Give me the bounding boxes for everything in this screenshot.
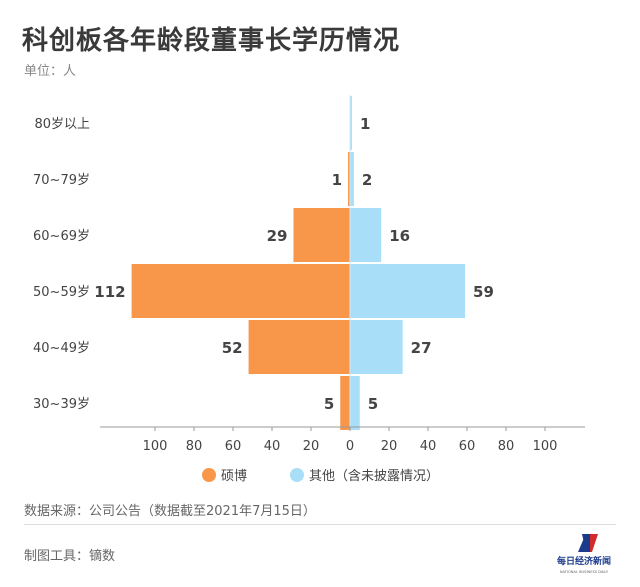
logo-title: 每日经济新闻	[557, 555, 611, 567]
category-label: 50~59岁	[33, 285, 90, 300]
bar-right-4	[350, 320, 403, 374]
bar-label-right-0: 1	[360, 115, 370, 133]
category-label: 60~69岁	[33, 229, 90, 244]
bar-label-right-3: 59	[473, 283, 494, 301]
bar-right-1	[350, 152, 354, 206]
bar-label-left-2: 29	[267, 227, 288, 245]
x-tick-label: 60	[225, 439, 242, 454]
butterfly-chart: 80岁以上 1 70~79岁 1 2 60~69岁 29 16 50~59岁 112 59 40~49…	[33, 95, 585, 484]
unit-label: 单位：人	[24, 64, 77, 79]
bar-label-right-5: 5	[368, 395, 378, 413]
bar-label-left-5: 5	[324, 395, 334, 413]
bars-layer	[131, 96, 466, 430]
bar-left-2	[293, 208, 350, 262]
x-axis: 100 80 60 40 20 0 20 40 60 80 100	[100, 95, 585, 454]
x-tick-label: 80	[498, 439, 515, 454]
bar-label-left-4: 52	[222, 339, 243, 357]
x-tick-label: 80	[186, 439, 203, 454]
category-label: 40~49岁	[33, 341, 90, 356]
bar-label-right-2: 16	[389, 227, 410, 245]
bar-label-right-4: 27	[411, 339, 432, 357]
bar-right-3	[350, 264, 466, 318]
category-label: 80岁以上	[34, 117, 90, 132]
bar-right-5	[350, 376, 360, 430]
legend: 硕博 其他（含未披露情况）	[202, 468, 439, 484]
legend-label-left: 硕博	[221, 469, 247, 484]
bar-label-left-1: 1	[332, 171, 342, 189]
category-label: 30~39岁	[33, 397, 90, 412]
bar-left-3	[131, 264, 350, 318]
logo-mark-red	[590, 534, 598, 552]
logo-subtitle: NATIONAL BUSINESS DAILY	[560, 570, 609, 574]
data-source: 数据来源：公司公告（数据截至2021年7月15日）	[24, 504, 316, 519]
labels-layer: 80岁以上 1 70~79岁 1 2 60~69岁 29 16 50~59岁 112 59 40~49…	[33, 115, 494, 413]
x-tick-label: 0	[346, 439, 354, 454]
bar-left-4	[248, 320, 350, 374]
x-tick-label: 100	[143, 439, 168, 454]
x-tick-label: 60	[459, 439, 476, 454]
logo-mark-dark	[578, 538, 586, 552]
bar-right-2	[350, 208, 382, 262]
category-label: 70~79岁	[33, 173, 90, 188]
legend-swatch-right	[290, 468, 304, 482]
x-tick-label: 20	[303, 439, 320, 454]
x-tick-label: 40	[420, 439, 437, 454]
legend-label-right: 其他（含未披露情况）	[309, 468, 439, 484]
newspaper-logo: 每日经济新闻 NATIONAL BUSINESS DAILY	[557, 534, 611, 574]
x-tick-label: 40	[264, 439, 281, 454]
bar-left-1	[348, 152, 350, 206]
bar-label-left-3: 112	[94, 283, 125, 301]
bar-label-right-1: 2	[362, 171, 372, 189]
legend-swatch-left	[202, 468, 216, 482]
footer-divider	[24, 524, 616, 525]
bar-right-0	[350, 96, 352, 150]
x-tick-label: 20	[381, 439, 398, 454]
chart-title: 科创板各年龄段董事长学历情况	[22, 26, 401, 56]
x-tick-label: 100	[533, 439, 558, 454]
chart-tool-credit: 制图工具：镝数	[24, 549, 116, 564]
bar-left-5	[340, 376, 350, 430]
